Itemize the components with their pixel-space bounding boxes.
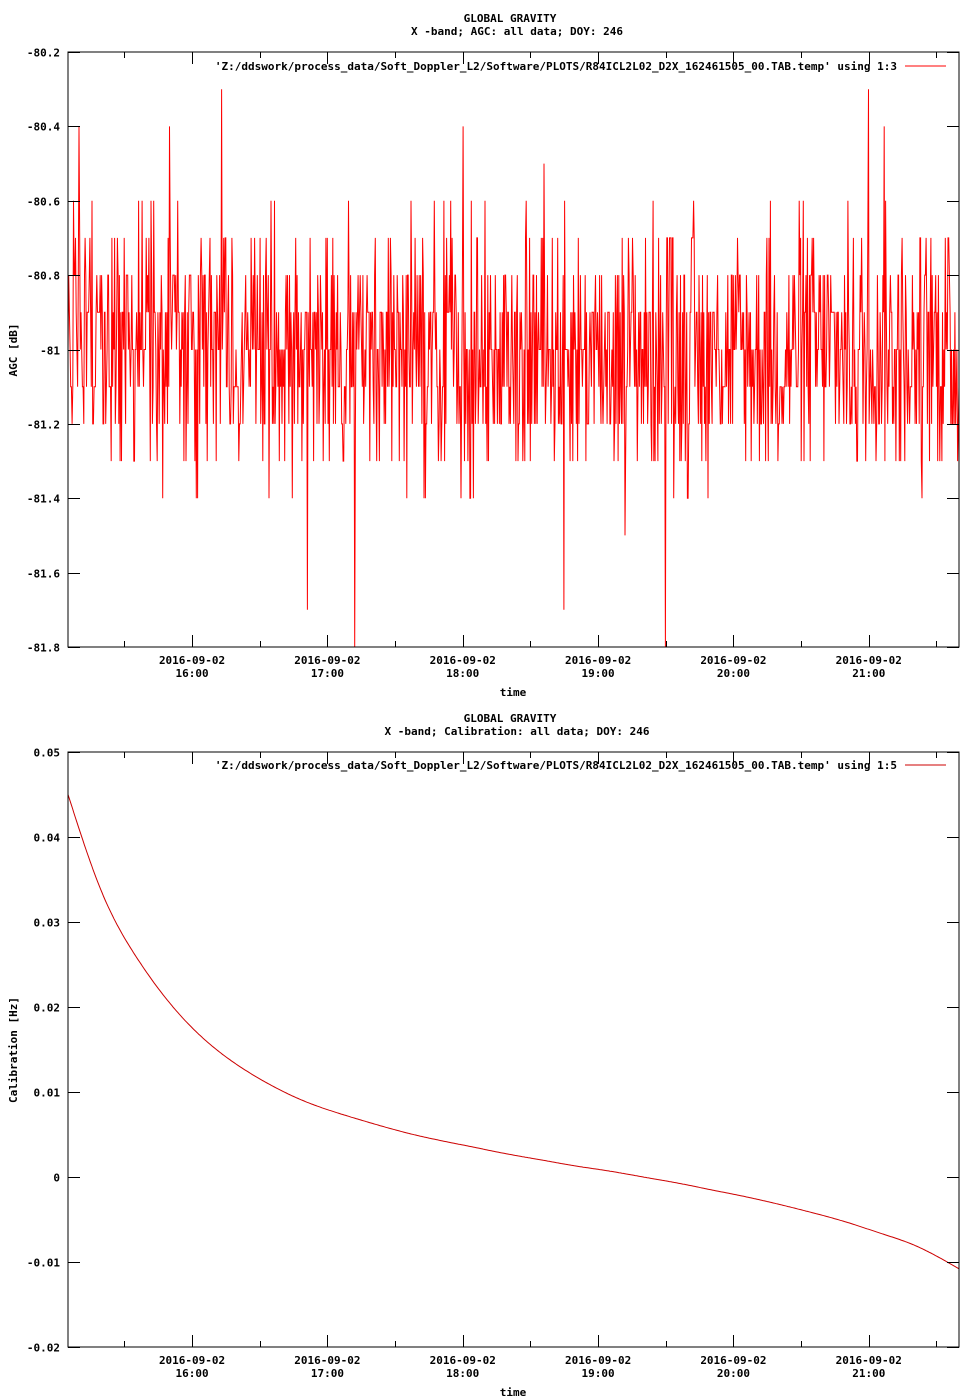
x-tick-label: 18:00 (446, 1367, 479, 1380)
y-tick-label: -80.8 (27, 270, 60, 283)
x-tick-date-label: 2016-09-02 (430, 654, 496, 667)
cal-title: GLOBAL GRAVITY (464, 712, 557, 725)
agc-y-axis-label: AGC [dB] (7, 324, 20, 377)
agc-x-ticks: 2016-09-0216:002016-09-0217:002016-09-02… (124, 52, 937, 680)
x-tick-label: 16:00 (176, 667, 209, 680)
cal-series-path (67, 794, 960, 1270)
agc-subtitle: X -band; AGC: all data; DOY: 246 (411, 25, 623, 38)
x-tick-label: 21:00 (852, 1367, 885, 1380)
x-tick-date-label: 2016-09-02 (565, 654, 631, 667)
x-tick-date-label: 2016-09-02 (565, 1354, 631, 1367)
agc-y-ticks: -80.2 -80.4 -80.6 -80.8 -81 -81.2 -81.4 -81.6 -8… (27, 47, 959, 655)
y-tick-label: 0.01 (34, 1087, 61, 1100)
cal-legend-label: 'Z:/ddswork/process_data/Soft_Doppler_L2… (215, 759, 897, 772)
cal-y-ticks: 0.05 0.04 0.03 0.02 0.01 0 -0.01 -0.02 (27, 747, 959, 1355)
agc-x-axis-label: time (500, 686, 527, 699)
y-tick-label: -81.6 (27, 568, 60, 581)
x-tick-label: 16:00 (176, 1367, 209, 1380)
agc-plot-frame (67, 51, 960, 648)
agc-chart: GLOBAL GRAVITY X -band; AGC: all data; D… (7, 12, 960, 699)
agc-legend-label: 'Z:/ddswork/process_data/Soft_Doppler_L2… (215, 60, 897, 73)
y-tick-label: -81 (40, 345, 60, 358)
x-tick-label: 20:00 (717, 667, 750, 680)
x-tick-date-label: 2016-09-02 (159, 654, 225, 667)
x-tick-label: 19:00 (582, 667, 615, 680)
calibration-chart: GLOBAL GRAVITY X -band; Calibration: all… (7, 712, 960, 1399)
x-tick-date-label: 2016-09-02 (836, 654, 902, 667)
y-tick-label: -80.6 (27, 196, 60, 209)
cal-subtitle: X -band; Calibration: all data; DOY: 246 (385, 725, 650, 738)
x-tick-label: 18:00 (446, 667, 479, 680)
x-tick-label: 17:00 (311, 667, 344, 680)
y-tick-label: 0 (53, 1172, 60, 1185)
agc-series-line (67, 89, 960, 648)
x-tick-date-label: 2016-09-02 (700, 654, 766, 667)
y-tick-label: -81.8 (27, 642, 60, 655)
y-tick-label: -80.4 (27, 121, 60, 134)
y-tick-label: 0.05 (34, 747, 61, 760)
x-tick-label: 20:00 (717, 1367, 750, 1380)
x-tick-date-label: 2016-09-02 (700, 1354, 766, 1367)
y-tick-label: -81.2 (27, 419, 60, 432)
y-tick-label: -0.01 (27, 1257, 60, 1270)
x-tick-date-label: 2016-09-02 (430, 1354, 496, 1367)
agc-title: GLOBAL GRAVITY (464, 12, 557, 25)
cal-plot-frame (67, 751, 960, 1348)
cal-y-axis-label: Calibration [Hz] (7, 997, 20, 1103)
x-tick-label: 21:00 (852, 667, 885, 680)
cal-x-axis-label: time (500, 1386, 527, 1399)
x-tick-label: 19:00 (582, 1367, 615, 1380)
x-tick-label: 17:00 (311, 1367, 344, 1380)
y-tick-label: -0.02 (27, 1342, 60, 1355)
cal-series-line (67, 794, 960, 1270)
y-tick-label: 0.02 (34, 1002, 61, 1015)
y-tick-label: -80.2 (27, 47, 60, 60)
cal-x-ticks: 2016-09-0216:002016-09-0217:002016-09-02… (124, 752, 937, 1380)
x-tick-date-label: 2016-09-02 (836, 1354, 902, 1367)
y-tick-label: 0.04 (34, 832, 61, 845)
x-tick-date-label: 2016-09-02 (159, 1354, 225, 1367)
y-tick-label: 0.03 (34, 917, 61, 930)
agc-series-path (67, 89, 960, 648)
y-tick-label: -81.4 (27, 493, 60, 506)
x-tick-date-label: 2016-09-02 (294, 654, 360, 667)
x-tick-date-label: 2016-09-02 (294, 1354, 360, 1367)
